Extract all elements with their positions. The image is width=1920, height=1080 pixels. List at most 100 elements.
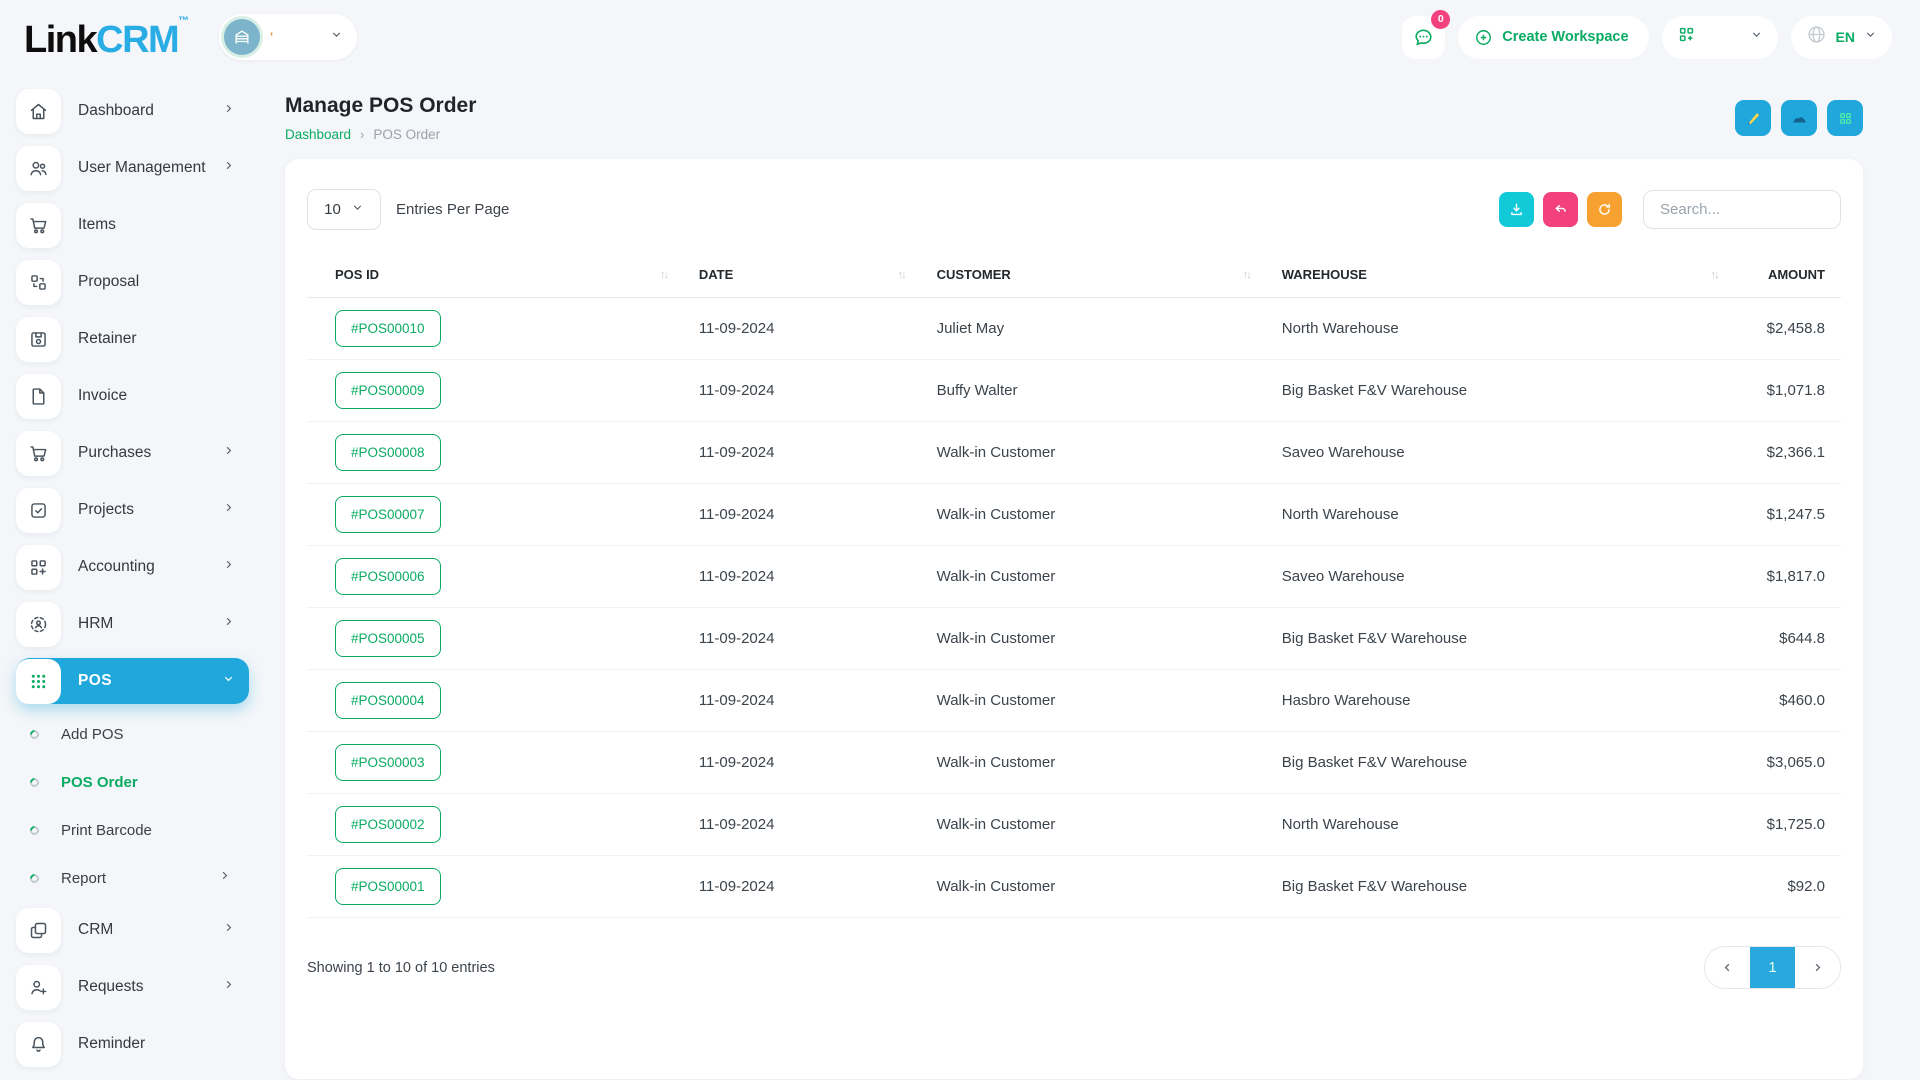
quick-action-grid-button[interactable] (1827, 100, 1863, 136)
retainer-icon (16, 316, 61, 362)
sort-icon[interactable]: ↑↓ (897, 268, 907, 281)
crm-icon (16, 907, 61, 953)
language-selector[interactable]: EN (1790, 15, 1892, 59)
warehouse-cell: North Warehouse (1265, 483, 1734, 546)
reset-button[interactable] (1543, 192, 1578, 227)
column-header-date[interactable]: DATE ↑↓ (682, 252, 921, 298)
breadcrumb-current: POS Order (373, 127, 441, 142)
chevron-right-icon (222, 978, 235, 996)
date-cell: 11-09-2024 (682, 669, 921, 732)
pos-id-badge[interactable]: #POS00001 (335, 868, 441, 905)
main-content: Manage POS Order Dashboard › POS Order (265, 74, 1920, 1079)
column-label: POS ID (335, 267, 380, 282)
pos-id-badge[interactable]: #POS00008 (335, 434, 441, 471)
sidebar-item-retainer[interactable]: Retainer (16, 316, 249, 362)
sidebar-item-accounting[interactable]: Accounting (16, 544, 249, 590)
logo-text-primary: Link (24, 18, 98, 61)
pagination-prev-button[interactable] (1705, 947, 1750, 988)
undo-icon (1555, 204, 1566, 212)
workspace-selector[interactable]: ' (219, 14, 358, 60)
sidebar-item-label: Invoice (78, 387, 128, 404)
messages-count-badge: 0 (1431, 9, 1451, 29)
sidebar-item-requests[interactable]: Requests (16, 964, 249, 1010)
sidebar-item-hrm[interactable]: HRM (16, 601, 249, 647)
sidebar-subitem-add-pos[interactable]: Add POS (28, 715, 249, 753)
sidebar-item-pos[interactable]: POS (16, 658, 249, 704)
column-label: CUSTOMER (936, 267, 1011, 282)
sidebar-item-label: Proposal (78, 273, 140, 290)
export-button[interactable] (1499, 192, 1534, 227)
logo-trademark: ™ (178, 14, 190, 27)
search-input[interactable] (1643, 190, 1841, 229)
entries-per-page-select[interactable]: 10 (307, 189, 381, 230)
amount-cell: $1,071.8 (1733, 359, 1841, 422)
breadcrumb-dashboard-link[interactable]: Dashboard (285, 127, 352, 142)
bullet-icon (28, 727, 41, 741)
table-row: #POS00008 11-09-2024 Walk-in Customer Saveo… (307, 421, 1841, 484)
sidebar-subitem-report[interactable]: Report (28, 859, 249, 897)
cart-icon (16, 202, 61, 248)
customer-cell: Walk-in Customer (920, 421, 1266, 484)
sidebar-item-items[interactable]: Items (16, 202, 249, 248)
sort-icon[interactable]: ↑↓ (1710, 268, 1720, 281)
column-header-pos-id[interactable]: POS ID ↑↓ (307, 252, 683, 298)
sidebar-item-reminder[interactable]: Reminder (16, 1021, 249, 1067)
pos-id-badge[interactable]: #POS00003 (335, 744, 441, 781)
column-header-customer[interactable]: CUSTOMER ↑↓ (920, 252, 1266, 298)
date-cell: 11-09-2024 (682, 297, 921, 360)
pos-id-badge[interactable]: #POS00006 (335, 558, 441, 595)
pos-id-badge[interactable]: #POS00005 (335, 620, 441, 657)
pos-order-table: POS ID ↑↓ DATE ↑↓ CUSTOMER ↑↓ WAREHOUSE ↑↓ AMOUN… (307, 252, 1841, 918)
chevron-right-icon (222, 501, 235, 519)
column-header-warehouse[interactable]: WAREHOUSE ↑↓ (1265, 252, 1734, 298)
table-row: #POS00009 11-09-2024 Buffy Walter Big Baske… (307, 359, 1841, 422)
quick-action-pencil-button[interactable] (1735, 100, 1771, 136)
pos-id-badge[interactable]: #POS00004 (335, 682, 441, 719)
sidebar-item-projects[interactable]: Projects (16, 487, 249, 533)
breadcrumb: Dashboard › POS Order (285, 127, 476, 142)
logo-text-secondary: CRM (96, 18, 180, 61)
apps-dropdown[interactable] (1661, 15, 1778, 59)
refresh-button[interactable] (1587, 192, 1622, 227)
amount-cell: $3,065.0 (1733, 731, 1841, 794)
pos-order-card: 10 Entries Per Page (285, 159, 1863, 1079)
messages-button[interactable]: 0 (1402, 9, 1451, 59)
amount-cell: $2,366.1 (1733, 421, 1841, 484)
sidebar-item-user-management[interactable]: User Management (16, 145, 249, 191)
chevron-right-icon (218, 869, 231, 887)
customer-cell: Walk-in Customer (920, 483, 1266, 546)
pos-id-badge[interactable]: #POS00009 (335, 372, 441, 409)
invoice-icon (16, 373, 61, 419)
table-row: #POS00010 11-09-2024 Juliet May North Wareh… (307, 297, 1841, 360)
page-title: Manage POS Order (285, 94, 477, 117)
sort-icon[interactable]: ↑↓ (659, 268, 669, 281)
create-workspace-label: Create Workspace (1502, 29, 1629, 45)
sidebar-subitem-print-barcode[interactable]: Print Barcode (28, 811, 249, 849)
sidebar-nav: Dashboard User Management Items Proposal Ret… (0, 74, 265, 1080)
sidebar-item-label: User Management (78, 159, 206, 176)
sidebar-item-crm[interactable]: CRM (16, 907, 249, 953)
pos-id-badge[interactable]: #POS00007 (335, 496, 441, 533)
chevron-down-icon (330, 28, 343, 46)
sort-icon[interactable]: ↑↓ (1242, 268, 1252, 281)
sidebar-item-purchases[interactable]: Purchases (16, 430, 249, 476)
app-logo[interactable]: LinkCRM™ (24, 14, 190, 61)
quick-action-wave-button[interactable] (1781, 100, 1817, 136)
customer-cell: Walk-in Customer (920, 607, 1266, 670)
sidebar-item-proposal[interactable]: Proposal (16, 259, 249, 305)
pos-id-badge[interactable]: #POS00010 (335, 310, 441, 347)
chevron-right-icon (1815, 963, 1821, 972)
date-cell: 11-09-2024 (682, 793, 921, 856)
sidebar-item-label: Reminder (78, 1035, 146, 1052)
workspace-avatar (224, 19, 261, 55)
sidebar-item-dashboard[interactable]: Dashboard (16, 88, 249, 134)
topbar: LinkCRM™ ' 0 Create Workspace (0, 0, 1920, 74)
pagination-page-1[interactable]: 1 (1750, 947, 1795, 988)
users-icon (16, 145, 61, 191)
pos-id-badge[interactable]: #POS00002 (335, 806, 441, 843)
date-cell: 11-09-2024 (682, 607, 921, 670)
pagination-next-button[interactable] (1795, 947, 1840, 988)
sidebar-item-invoice[interactable]: Invoice (16, 373, 249, 419)
create-workspace-button[interactable]: Create Workspace (1458, 15, 1649, 59)
sidebar-subitem-pos-order[interactable]: POS Order (28, 763, 249, 801)
